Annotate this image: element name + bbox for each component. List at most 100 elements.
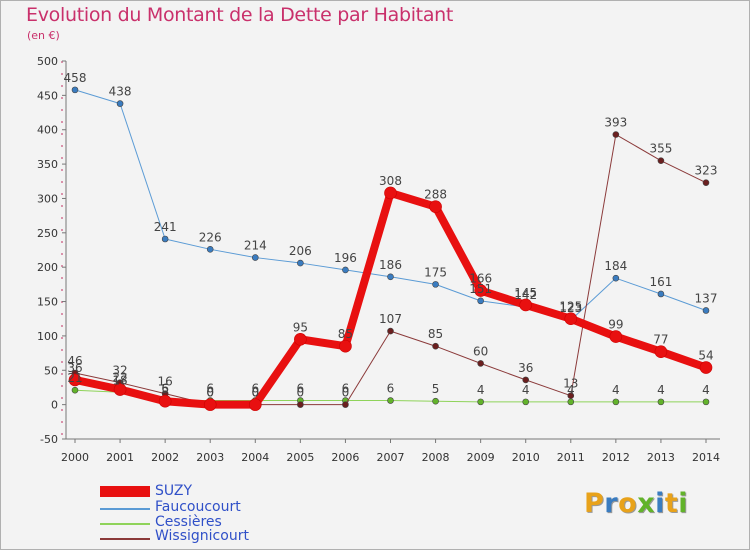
data-label: 458	[64, 71, 87, 85]
data-label: 5	[161, 382, 169, 396]
data-label: 85	[428, 327, 443, 341]
data-label: 0	[206, 386, 214, 400]
data-label: 107	[379, 312, 402, 326]
data-point	[567, 398, 575, 406]
data-label: 6	[251, 382, 259, 396]
legend-swatch-wissignicourt	[100, 538, 150, 540]
data-label: 196	[334, 251, 357, 265]
data-point	[612, 398, 620, 406]
logo-letter: i	[655, 488, 665, 519]
data-label: 4	[567, 383, 575, 397]
data-point	[432, 342, 439, 350]
data-label: 323	[695, 164, 718, 178]
y-tick-label: 200	[37, 261, 58, 274]
data-point	[657, 157, 665, 164]
x-tick-label: 2008	[422, 451, 450, 464]
y-tick-label: 300	[37, 192, 58, 205]
data-label: 6	[342, 382, 350, 396]
data-label: 166	[469, 272, 492, 286]
data-label: 241	[154, 220, 177, 234]
data-label: 0	[297, 386, 305, 400]
logo-letter: x	[637, 488, 656, 519]
data-point	[342, 266, 349, 274]
data-point	[699, 361, 713, 374]
data-label: 145	[514, 286, 537, 300]
x-tick-label: 2005	[286, 451, 314, 464]
data-label: 184	[604, 259, 627, 273]
data-point	[564, 312, 578, 326]
data-point	[477, 297, 484, 305]
data-label: 206	[289, 244, 312, 258]
data-point	[477, 360, 484, 367]
logo-letter: o	[618, 488, 638, 519]
data-point	[294, 333, 307, 346]
data-label: 4	[702, 383, 710, 397]
data-label: 54	[698, 349, 713, 363]
data-point	[161, 235, 169, 243]
data-label: 288	[424, 188, 447, 202]
legend-swatch-suzy	[100, 486, 150, 497]
data-label: 0	[251, 386, 259, 400]
data-point	[68, 373, 82, 387]
data-label: 4	[522, 383, 530, 397]
data-label: 95	[293, 320, 308, 334]
data-point	[158, 394, 172, 408]
data-point	[612, 274, 620, 282]
x-tick-label: 2000	[61, 451, 89, 464]
data-label: 355	[649, 142, 672, 156]
data-label: 175	[424, 265, 447, 279]
proxiti-logo: Proxiti	[584, 488, 688, 519]
x-tick-label: 2012	[602, 451, 630, 464]
y-tick-label: 350	[37, 158, 58, 171]
data-point	[203, 398, 217, 411]
data-label: 32	[112, 364, 127, 378]
data-point	[432, 397, 439, 405]
legend-swatch-faucoucourt	[100, 508, 150, 510]
data-point	[522, 398, 530, 406]
y-tick-label: 150	[37, 296, 58, 309]
data-label: 18	[112, 373, 127, 387]
data-point	[702, 307, 710, 314]
legend-swatch-cessieres	[100, 523, 150, 525]
legend-label-suzy: SUZY	[155, 483, 193, 499]
y-tick-label: -50	[40, 433, 58, 446]
data-label: 6	[206, 382, 214, 396]
data-label: 6	[161, 382, 169, 396]
data-label: 99	[608, 318, 623, 332]
data-point	[612, 131, 620, 138]
y-tick-label: 100	[37, 330, 58, 343]
data-point	[248, 398, 262, 411]
x-tick-label: 2011	[557, 451, 585, 464]
data-label: 137	[695, 291, 718, 305]
data-label: 308	[379, 174, 402, 188]
data-label: 4	[657, 383, 665, 397]
data-label: 21	[67, 371, 82, 385]
data-label: 186	[379, 258, 402, 272]
x-tick-label: 2010	[512, 451, 540, 464]
data-label: 36	[518, 361, 533, 375]
data-point	[657, 290, 665, 298]
y-tick-label: 50	[44, 364, 58, 377]
x-tick-label: 2007	[377, 451, 405, 464]
x-tick-label: 2001	[106, 451, 134, 464]
data-label: 46	[67, 354, 82, 368]
legend-label-faucoucourt: Faucoucourt	[155, 499, 241, 515]
data-point	[251, 254, 259, 261]
data-point	[432, 281, 439, 288]
data-label: 438	[109, 85, 132, 99]
logo-letter: P	[584, 488, 605, 519]
data-point	[116, 100, 124, 107]
data-point	[654, 345, 668, 359]
y-tick-label: 250	[37, 227, 58, 240]
data-point	[113, 383, 127, 396]
data-label: 36	[67, 361, 82, 375]
data-point	[429, 200, 442, 214]
data-point	[342, 401, 349, 408]
data-label: 125	[559, 300, 582, 314]
logo-letter: r	[604, 488, 619, 519]
data-point	[702, 398, 710, 406]
data-label: 77	[653, 333, 668, 347]
data-point	[339, 339, 352, 353]
data-point	[387, 397, 394, 404]
